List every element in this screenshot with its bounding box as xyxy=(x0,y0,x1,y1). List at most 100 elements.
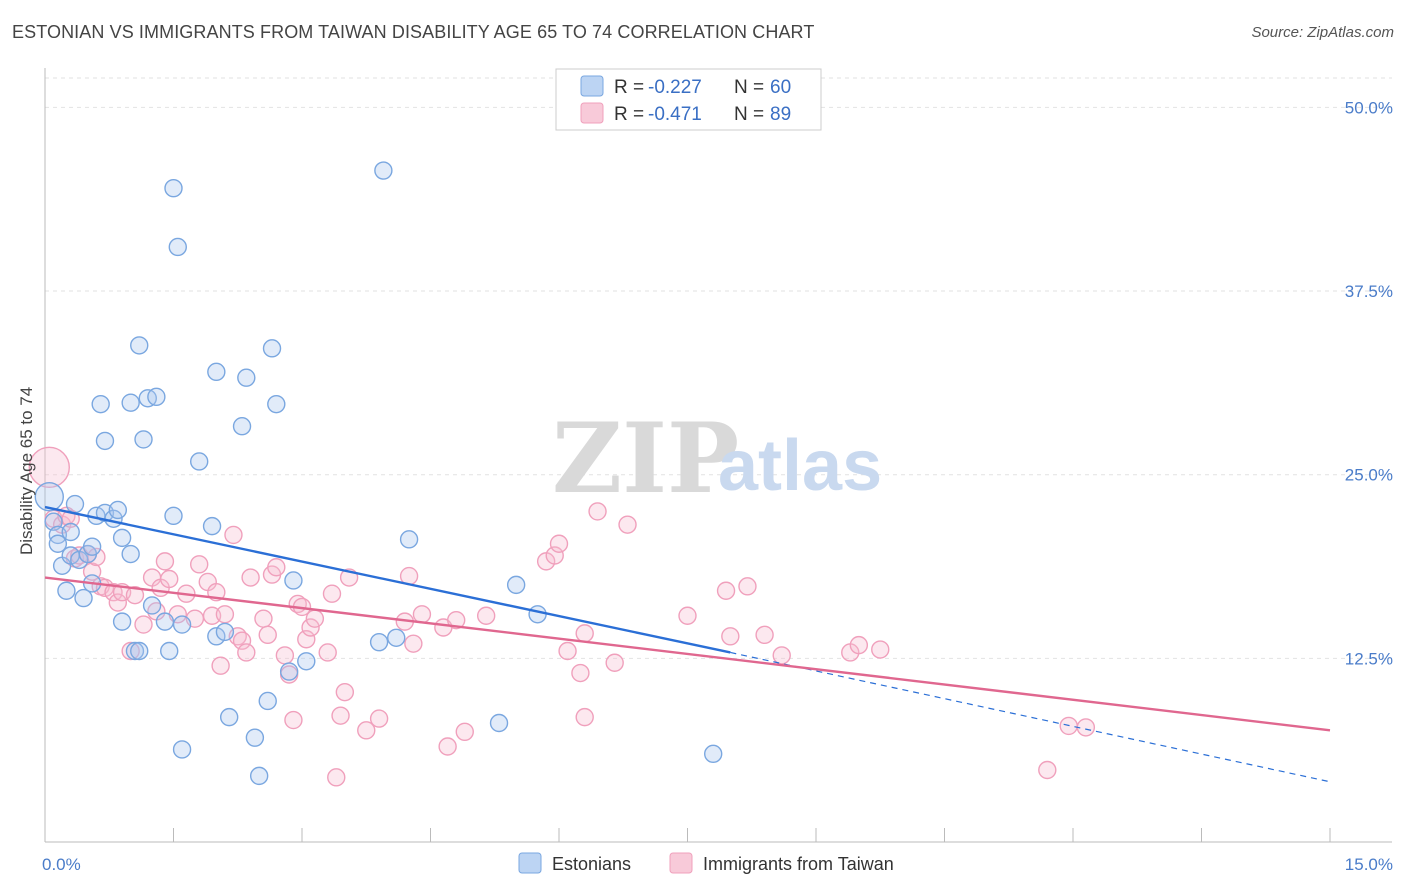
estonians-point-24 xyxy=(125,641,145,661)
estonians-point-45 xyxy=(237,368,256,387)
y-tick-labels: 12.5% 25.0% 37.5% 50.0% xyxy=(1345,98,1393,668)
taiwan-point-0 xyxy=(28,446,70,489)
taiwan-point-37 xyxy=(254,609,273,628)
estonians-point-30 xyxy=(147,387,166,407)
bottom-legend-taiwan: Immigrants from Taiwan xyxy=(703,854,894,874)
estonians-point-25 xyxy=(130,641,149,661)
estonians-point-44 xyxy=(232,417,252,436)
estonians-point-61 xyxy=(704,744,723,764)
taiwan-point-71 xyxy=(575,707,594,727)
taiwan-point-48 xyxy=(305,609,325,628)
taiwan-point-81 xyxy=(772,646,791,665)
taiwan-point-83 xyxy=(849,635,869,655)
taiwan-point-21 xyxy=(155,552,175,571)
estonians-point-49 xyxy=(262,339,282,358)
taiwan-point-46 xyxy=(297,630,316,649)
taiwan-point-62 xyxy=(438,737,457,756)
taiwan-point-38 xyxy=(258,625,277,645)
y-tick-label-3: 50.0% xyxy=(1345,98,1393,117)
chart-title: ESTONIAN VS IMMIGRANTS FROM TAIWAN DISAB… xyxy=(12,22,815,42)
estonians-point-36 xyxy=(172,740,192,759)
bottom-legend-swatch-estonians xyxy=(518,852,542,874)
watermark-atlas: atlas xyxy=(718,426,882,506)
legend-r-label-1: R = xyxy=(614,77,644,98)
estonians-point-27 xyxy=(134,430,153,449)
legend-n-label-2: N = xyxy=(734,104,764,125)
estonians-point-53 xyxy=(297,652,316,671)
taiwan-point-74 xyxy=(605,653,624,672)
estonians-point-48 xyxy=(258,691,277,711)
estonians-point-51 xyxy=(279,662,299,681)
x-tick-labels: 0.0% 15.0% xyxy=(42,855,1393,874)
taiwan-point-76 xyxy=(678,606,697,625)
taiwan-point-54 xyxy=(327,768,346,787)
estonians-point-26 xyxy=(130,336,149,355)
watermark: ZIP atlas xyxy=(552,402,882,515)
taiwan-point-68 xyxy=(549,534,569,553)
taiwan-point-30 xyxy=(211,656,230,675)
estonians-point-21 xyxy=(112,612,132,631)
estonians-point-60 xyxy=(528,605,547,624)
taiwan-point-65 xyxy=(476,606,496,625)
taiwan-point-55 xyxy=(357,721,376,740)
estonians-point-23 xyxy=(121,393,140,412)
taiwan-point-60 xyxy=(412,605,432,624)
estonians-point-47 xyxy=(249,766,269,786)
legend-n-value-1: 60 xyxy=(770,77,791,98)
estonians-point-20 xyxy=(112,528,132,548)
taiwan-point-26 xyxy=(189,555,209,574)
estonians-point-40 xyxy=(207,362,226,382)
estonians-point-10 xyxy=(74,588,93,608)
taiwan-point-50 xyxy=(322,584,342,603)
estonians-point-7 xyxy=(61,522,80,542)
estonians-point-35 xyxy=(168,237,187,257)
taiwan-point-72 xyxy=(575,624,594,643)
taiwan-point-67 xyxy=(545,546,564,565)
estonians-point-54 xyxy=(369,632,389,652)
taiwan-point-56 xyxy=(369,709,389,728)
estonians-point-52 xyxy=(284,571,303,590)
estonians-point-29 xyxy=(142,596,162,615)
legend-n-label-1: N = xyxy=(734,77,764,98)
taiwan-point-85 xyxy=(1038,760,1057,780)
taiwan-point-69 xyxy=(558,641,577,661)
y-axis-label: Disability Age 65 to 74 xyxy=(17,387,36,555)
legend-n-value-2: 89 xyxy=(770,104,791,125)
taiwan-trend-line xyxy=(44,576,1331,732)
estonians-point-42 xyxy=(215,622,235,642)
taiwan-point-79 xyxy=(738,577,757,596)
estonians-point-46 xyxy=(245,728,265,747)
taiwan-point-80 xyxy=(755,625,774,645)
taiwan-point-52 xyxy=(335,682,355,702)
taiwan-point-51 xyxy=(331,706,350,725)
legend-r-value-2: -0.471 xyxy=(648,104,702,125)
taiwan-point-36 xyxy=(241,568,260,587)
bottom-legend: Estonians Immigrants from Taiwan xyxy=(518,852,894,874)
taiwan-point-40 xyxy=(267,558,286,577)
y-tick-label-1: 25.0% xyxy=(1345,466,1393,485)
estonians-point-22 xyxy=(121,544,140,564)
estonians-point-3 xyxy=(48,534,68,553)
taiwan-point-34 xyxy=(232,631,252,650)
taiwan-point-84 xyxy=(871,640,890,659)
x-tick-label-1: 15.0% xyxy=(1345,855,1393,874)
trend-lines xyxy=(44,505,1331,783)
estonians-point-33 xyxy=(164,506,183,526)
watermark-zip: ZIP xyxy=(552,402,739,515)
estonians-point-56 xyxy=(387,628,406,647)
estonians-trend-extension xyxy=(730,651,1331,783)
legend-r-value-1: -0.227 xyxy=(648,77,702,98)
estonians-point-38 xyxy=(189,452,209,471)
estonians-point-59 xyxy=(506,575,526,595)
taiwan-point-64 xyxy=(455,722,474,742)
x-tick-label-0: 0.0% xyxy=(42,855,81,874)
legend-r-label-2: R = xyxy=(614,104,644,125)
estonians-point-58 xyxy=(489,713,509,733)
taiwan-point-22 xyxy=(160,569,179,589)
estonians-point-16 xyxy=(95,431,115,451)
taiwan-point-78 xyxy=(721,627,740,646)
taiwan-point-47 xyxy=(301,618,320,637)
taiwan-point-63 xyxy=(447,610,466,630)
estonians-point-31 xyxy=(155,612,175,631)
taiwan-point-59 xyxy=(404,634,423,653)
